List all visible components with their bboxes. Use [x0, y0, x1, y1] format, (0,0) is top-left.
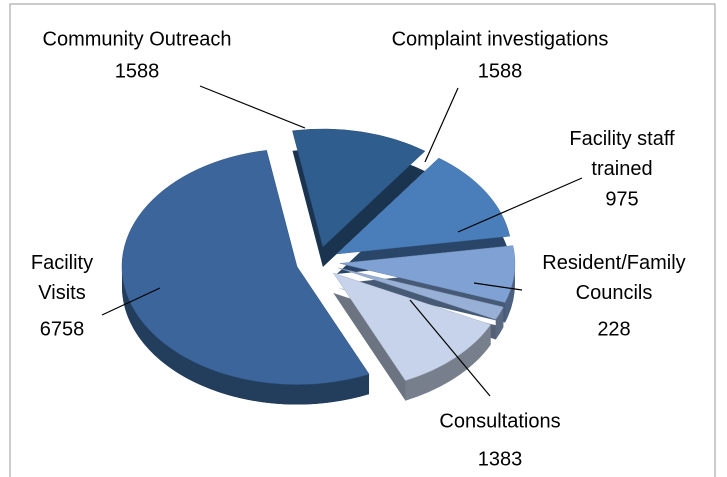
slice-side	[121, 266, 370, 405]
pie	[121, 128, 516, 405]
slice-top	[292, 128, 426, 248]
category-label: Facility Visits	[31, 252, 93, 304]
slice-side	[405, 324, 491, 401]
category-label: Facility staff trained	[569, 128, 675, 180]
category-label: Community Outreach	[43, 28, 232, 50]
slice-side	[505, 263, 515, 323]
value-label: 228	[597, 318, 630, 340]
value-label: 1588	[115, 60, 160, 82]
value-label: 1588	[478, 60, 523, 82]
slice-top	[339, 245, 516, 303]
labels: Community Outreach 1588 Complaint investig…	[31, 28, 686, 470]
leader-line	[101, 287, 161, 316]
category-label: Resident/Family Councils	[542, 252, 685, 304]
slice	[121, 150, 370, 405]
slice	[292, 128, 426, 267]
leader-line	[473, 282, 523, 291]
leader-line	[409, 299, 491, 397]
slice-side	[495, 307, 504, 340]
category-label: Consultations	[439, 410, 560, 432]
chart-border	[9, 3, 716, 477]
slice-top	[332, 272, 492, 381]
category-label: Complaint investigations	[392, 28, 609, 50]
slice	[332, 272, 492, 401]
value-label: 1383	[478, 448, 523, 470]
slice-top	[338, 267, 504, 320]
leader-line	[457, 177, 583, 233]
leader-line	[424, 87, 459, 163]
value-label: 6758	[40, 318, 85, 340]
leader-line	[199, 85, 306, 129]
slice	[336, 157, 511, 274]
value-label: 975	[605, 188, 638, 210]
slice-top	[121, 150, 370, 385]
slice-top	[336, 157, 511, 255]
